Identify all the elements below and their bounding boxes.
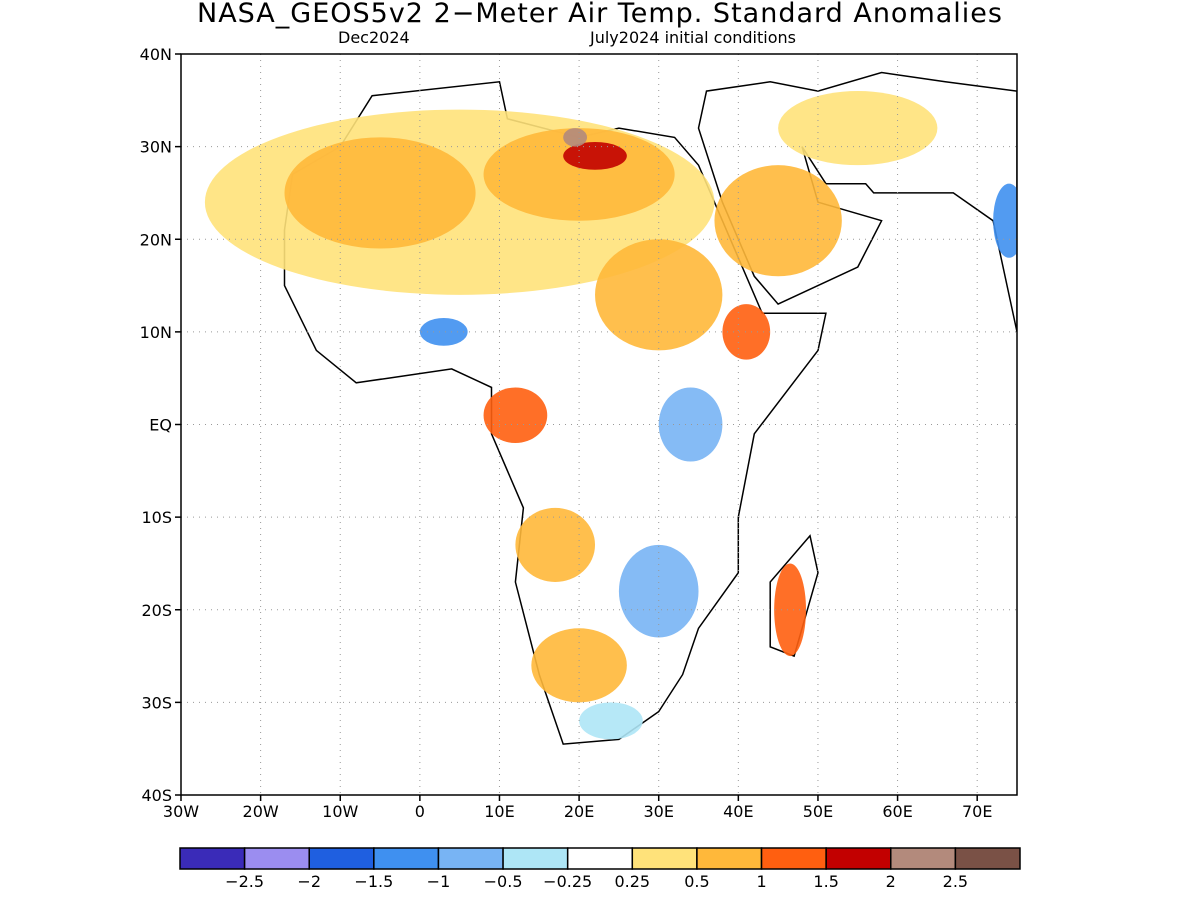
anomaly-region-gulf-guinea-red bbox=[483, 387, 548, 444]
lat-tick-label: 40N bbox=[140, 45, 172, 64]
lat-tick-label: EQ bbox=[149, 416, 172, 435]
lon-tick-label: 0 bbox=[415, 802, 425, 821]
colorbar-swatch bbox=[825, 847, 892, 870]
lon-tick-label: 30W bbox=[163, 802, 199, 821]
anomaly-region-nigeria-blue bbox=[419, 317, 468, 346]
anomaly-region-west-sahara-orange bbox=[284, 137, 476, 249]
lon-tick-label: 30E bbox=[643, 802, 673, 821]
colorbar-label: 0.25 bbox=[614, 872, 650, 891]
lat-tick-label: 40S bbox=[141, 786, 172, 805]
colorbar-label: −1 bbox=[427, 872, 451, 891]
lon-tick-label: 10E bbox=[484, 802, 514, 821]
colorbar: −2.5 −2 −1.5 −1 −0.5 −0.25 0.25 0.5 1 1.5 2 2.5 bbox=[179, 847, 1021, 891]
lon-tick-label: 10W bbox=[322, 802, 358, 821]
lon-tick-label: 40E bbox=[723, 802, 753, 821]
lat-tick-label: 30N bbox=[140, 138, 172, 157]
anomaly-region-south-africa-orange bbox=[531, 628, 627, 703]
colorbar-swatch bbox=[502, 847, 569, 870]
colorbar-label: −2 bbox=[297, 872, 321, 891]
anomaly-region-cape-blue bbox=[579, 702, 643, 740]
colorbar-swatch bbox=[566, 847, 634, 870]
colorbar-swatch bbox=[954, 847, 1021, 870]
anomaly-region-libya-brown bbox=[563, 128, 588, 147]
lon-tick-label: 20W bbox=[243, 802, 279, 821]
colorbar-label: −2.5 bbox=[225, 872, 264, 891]
colorbar-swatch bbox=[437, 847, 504, 870]
lat-tick-label: 30S bbox=[141, 693, 172, 712]
lat-tick-label: 10S bbox=[141, 508, 172, 527]
gridlines bbox=[181, 54, 1017, 795]
lon-tick-label: 50E bbox=[803, 802, 833, 821]
colorbar-swatch bbox=[631, 847, 698, 870]
colorbar-label: 0.5 bbox=[684, 872, 709, 891]
colorbar-swatch bbox=[890, 847, 957, 870]
anomaly-region-madagascar-orange bbox=[774, 563, 807, 657]
anomaly-region-east-africa-blue bbox=[658, 387, 723, 462]
anomaly-region-angola-orange bbox=[515, 507, 596, 582]
anomaly-region-iran-warm bbox=[778, 91, 938, 166]
colorbar-swatch bbox=[243, 847, 310, 870]
colorbar-label: −0.25 bbox=[543, 872, 592, 891]
colorbar-swatch bbox=[179, 847, 246, 870]
lon-tick-label: 20E bbox=[564, 802, 594, 821]
lat-tick-label: 20N bbox=[140, 230, 172, 249]
lat-tick-label: 20S bbox=[141, 601, 172, 620]
colorbar-label: −1.5 bbox=[354, 872, 393, 891]
colorbar-swatch bbox=[373, 847, 440, 870]
map-title: NASA_GEOS5v2 2−Meter Air Temp. Standard … bbox=[197, 0, 1003, 29]
anomaly-region-arabia-orange bbox=[714, 165, 842, 277]
anomaly-region-zimbabwe-blue bbox=[618, 544, 699, 638]
anomaly-region-ethiopia-red bbox=[722, 304, 771, 360]
colorbar-label: 1.5 bbox=[813, 872, 838, 891]
colorbar-swatch bbox=[760, 847, 827, 870]
colorbar-label: 1 bbox=[756, 872, 766, 891]
lon-tick-label: 60E bbox=[882, 802, 912, 821]
colorbar-label: 2.5 bbox=[943, 872, 968, 891]
lat-tick-label: 10N bbox=[140, 323, 172, 342]
initial-conditions-label: July2024 initial conditions bbox=[590, 28, 796, 47]
colorbar-label: −0.5 bbox=[484, 872, 523, 891]
lon-tick-label: 70E bbox=[962, 802, 992, 821]
valid-month-label: Dec2024 bbox=[338, 28, 410, 47]
anomaly-region-india-blue bbox=[993, 183, 1017, 258]
anomaly-shading bbox=[204, 91, 1017, 740]
colorbar-swatch bbox=[308, 847, 375, 870]
colorbar-label: 2 bbox=[886, 872, 896, 891]
colorbar-swatch bbox=[696, 847, 763, 870]
